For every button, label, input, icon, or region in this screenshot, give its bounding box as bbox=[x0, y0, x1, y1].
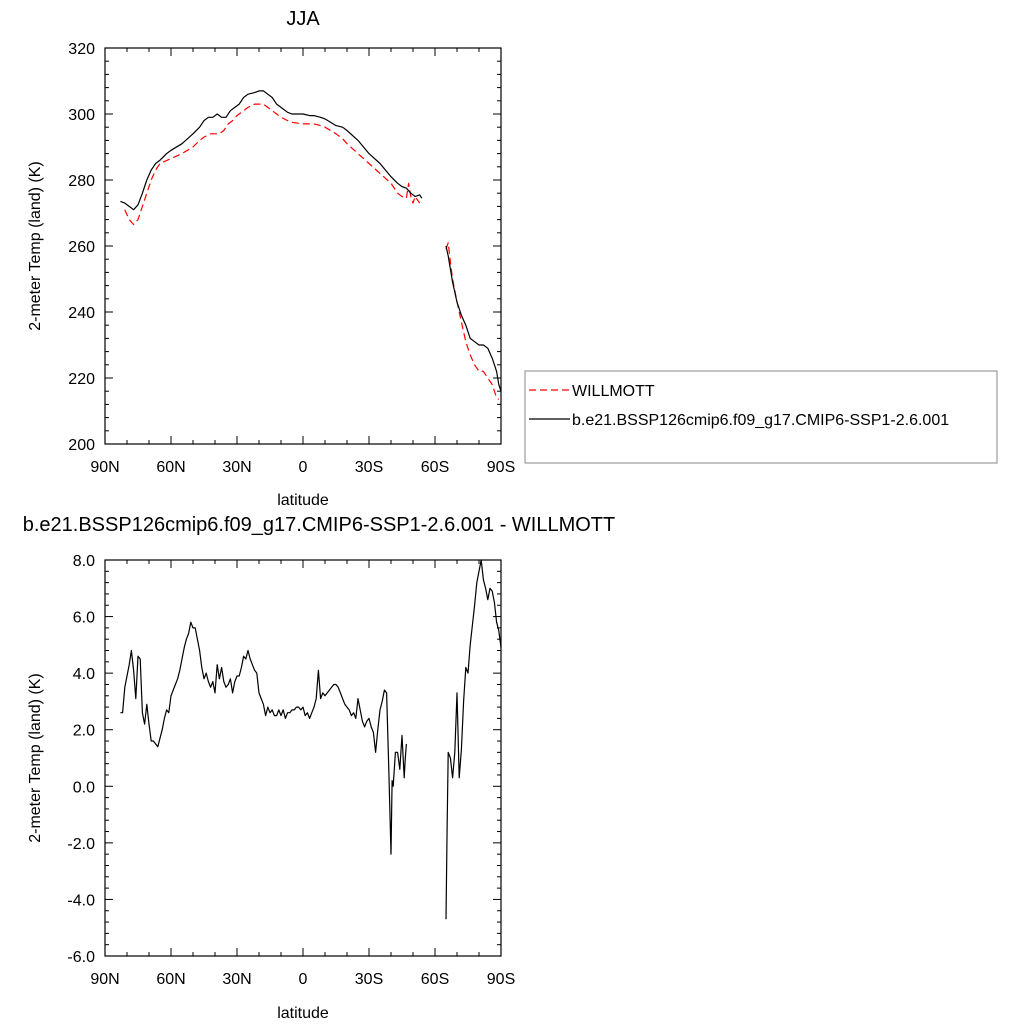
top-x-tick-labels: 90N 60N 30N 0 30S 60S 90S bbox=[90, 459, 515, 476]
top-x-axis-label: latitude bbox=[277, 492, 329, 509]
bottom-plot-frame bbox=[104, 559, 502, 957]
bottom-x-tick-label: 90S bbox=[487, 971, 515, 988]
top-y-tick-labels: 200 220 240 260 280 300 320 bbox=[68, 41, 95, 454]
top-series-1-line bbox=[120, 90, 423, 211]
bottom-x-tick-label: 60N bbox=[156, 971, 185, 988]
bottom-x-tick-labels: 90N 60N 30N 0 30S 60S 90S bbox=[90, 971, 515, 988]
bottom-y-tick-label: 8.0 bbox=[73, 553, 95, 570]
bottom-chart-title: b.e21.BSSP126cmip6.f09_g17.CMIP6-SSP1-2.… bbox=[23, 514, 616, 536]
top-x-tick-label: 60S bbox=[421, 459, 449, 476]
bottom-x-axis-label: latitude bbox=[277, 1005, 329, 1022]
legend-box bbox=[524, 370, 998, 464]
top-x-tick-label: 0 bbox=[299, 459, 308, 476]
bottom-x-tick-label: 0 bbox=[299, 971, 308, 988]
top-y-tick-label: 280 bbox=[68, 173, 95, 190]
top-y-axis-label: 2-meter Temp (land) (K) bbox=[27, 161, 44, 331]
bottom-y-axis-label: 2-meter Temp (land) (K) bbox=[27, 673, 44, 843]
bottom-y-tick-label: 4.0 bbox=[73, 666, 95, 683]
top-y-tick-label: 240 bbox=[68, 305, 95, 322]
bottom-y-tick-label: 6.0 bbox=[73, 610, 95, 627]
bottom-axes-ticks bbox=[104, 559, 502, 957]
top-axes-ticks bbox=[104, 47, 502, 445]
bottom-y-tick-label: 2.0 bbox=[73, 723, 95, 740]
bottom-panel: b.e21.BSSP126cmip6.f09_g17.CMIP6-SSP1-2.… bbox=[23, 514, 616, 1022]
top-chart-title: JJA bbox=[286, 8, 320, 30]
legend-willmott-label: WILLMOTT bbox=[572, 383, 655, 400]
top-x-tick-label: 30S bbox=[355, 459, 383, 476]
bottom-y-tick-labels: -6.0 -4.0 -2.0 0.0 2.0 4.0 6.0 8.0 bbox=[67, 553, 95, 966]
top-panel: JJA 200 220 240 260 280 300 320 90N 60N 30N 0 30S 6… bbox=[27, 8, 998, 509]
top-series-1-line bbox=[445, 245, 502, 392]
bottom-x-tick-label: 60S bbox=[421, 971, 449, 988]
bottom-y-tick-label: -6.0 bbox=[67, 949, 95, 966]
top-plot-frame bbox=[104, 47, 502, 445]
top-y-tick-label: 220 bbox=[68, 371, 95, 388]
bottom-x-tick-label: 90N bbox=[90, 971, 119, 988]
top-x-tick-label: 90S bbox=[487, 459, 515, 476]
bottom-series-0-line bbox=[445, 559, 502, 920]
bottom-series-lines bbox=[120, 559, 502, 920]
top-series-0-line bbox=[124, 103, 421, 226]
top-x-tick-label: 60N bbox=[156, 459, 185, 476]
top-y-tick-label: 260 bbox=[68, 239, 95, 256]
top-series-lines bbox=[120, 90, 502, 400]
bottom-y-tick-label: -2.0 bbox=[67, 836, 95, 853]
top-y-tick-label: 320 bbox=[68, 41, 95, 58]
bottom-y-tick-label: -4.0 bbox=[67, 892, 95, 909]
bottom-y-tick-label: 0.0 bbox=[73, 779, 95, 796]
top-x-tick-label: 90N bbox=[90, 459, 119, 476]
legend-model-label: b.e21.BSSP126cmip6.f09_g17.CMIP6-SSP1-2.… bbox=[572, 412, 949, 429]
bottom-series-0-line bbox=[120, 621, 407, 855]
bottom-x-tick-label: 30S bbox=[355, 971, 383, 988]
top-y-tick-label: 300 bbox=[68, 107, 95, 124]
top-x-tick-label: 30N bbox=[222, 459, 251, 476]
bottom-x-tick-label: 30N bbox=[222, 971, 251, 988]
legend: WILLMOTT b.e21.BSSP126cmip6.f09_g17.CMIP… bbox=[524, 370, 998, 464]
top-series-0-line bbox=[445, 242, 500, 400]
top-y-tick-label: 200 bbox=[68, 437, 95, 454]
